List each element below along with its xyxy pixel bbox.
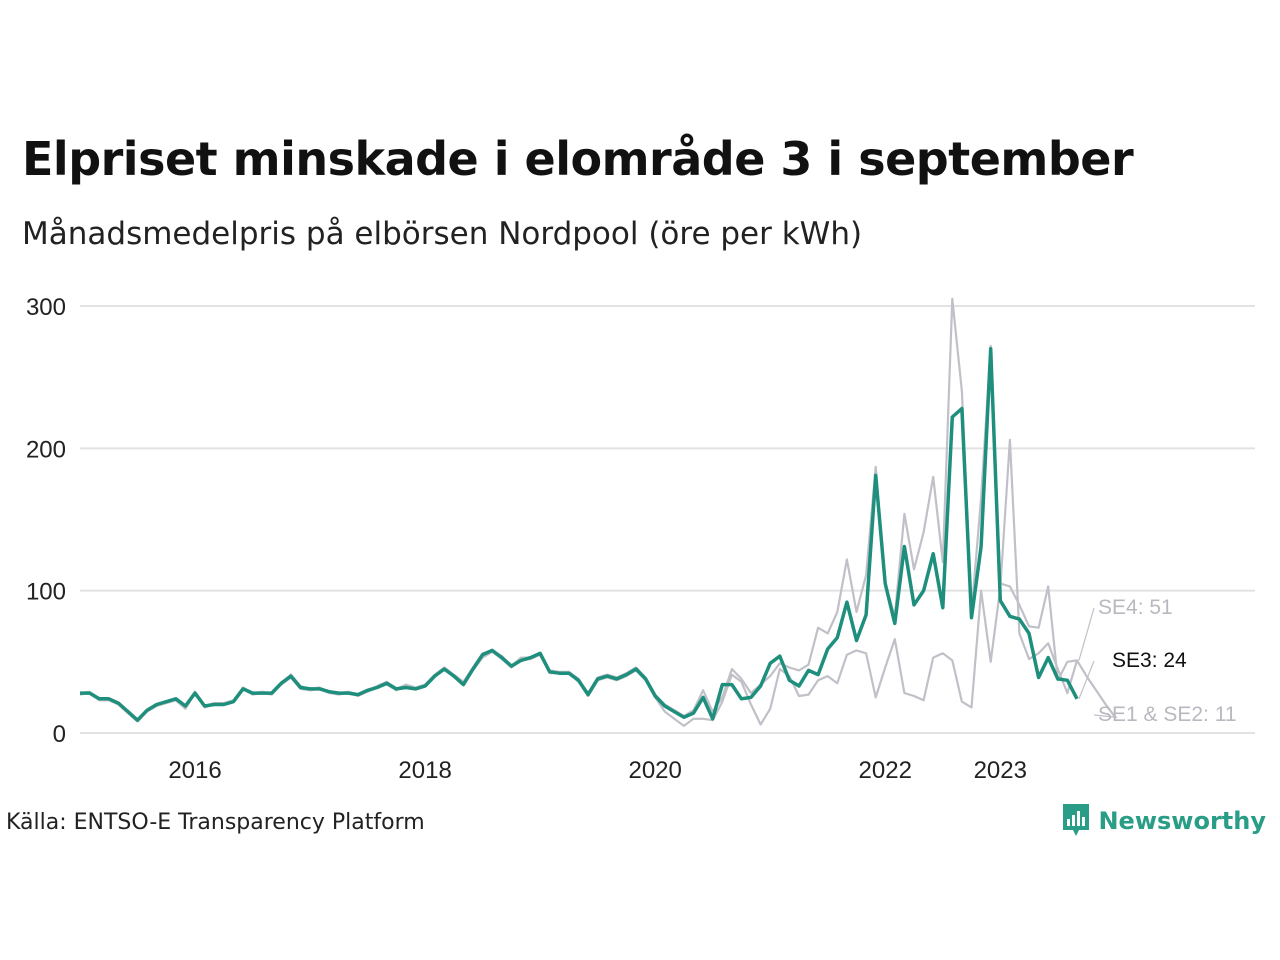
newsworthy-logo-icon <box>1063 804 1090 836</box>
y-tick-label: 100 <box>26 579 66 606</box>
x-tick-label: 2022 <box>859 757 912 784</box>
series-line-se4 <box>79 297 1078 722</box>
source-note: Källa: ENTSO-E Transparency Platform <box>6 810 425 835</box>
y-tick-label: 0 <box>53 721 66 748</box>
gridlines <box>80 305 1255 734</box>
y-tick-label: 200 <box>26 436 66 463</box>
chart-subtitle: Månadsmedelpris på elbörsen Nordpool (ör… <box>22 216 863 252</box>
x-axis: 2016 2018 2020 2022 2023 <box>168 757 1027 784</box>
end-label-se3: SE3: 24 <box>1112 649 1187 672</box>
brand-logo: Newsworthy <box>1062 803 1266 839</box>
y-axis: 0 100 200 300 <box>26 294 66 748</box>
x-tick-label: 2018 <box>398 757 451 784</box>
leader-line-se3 <box>1078 660 1095 700</box>
leader-line-se1-se2 <box>1093 714 1118 718</box>
brand-name: Newsworthy <box>1098 807 1266 835</box>
series-end-labels: SE1 & SE2: 11 SE4: 51 SE3: 24 <box>1078 596 1237 726</box>
end-label-se1-se2: SE1 & SE2: 11 <box>1098 703 1237 726</box>
series-line-se3 <box>80 346 1079 722</box>
series-lines <box>79 297 1117 727</box>
chart-title: Elpriset minskade i elområde 3 i septemb… <box>22 132 1134 186</box>
end-label-se4: SE4: 51 <box>1098 596 1173 619</box>
x-tick-label: 2016 <box>168 757 221 784</box>
x-tick-label: 2023 <box>974 757 1027 784</box>
series-line-se1-se2 <box>79 438 1117 727</box>
leader-line-se4 <box>1078 607 1095 661</box>
x-tick-label: 2020 <box>628 757 681 784</box>
y-tick-label: 300 <box>26 294 66 321</box>
